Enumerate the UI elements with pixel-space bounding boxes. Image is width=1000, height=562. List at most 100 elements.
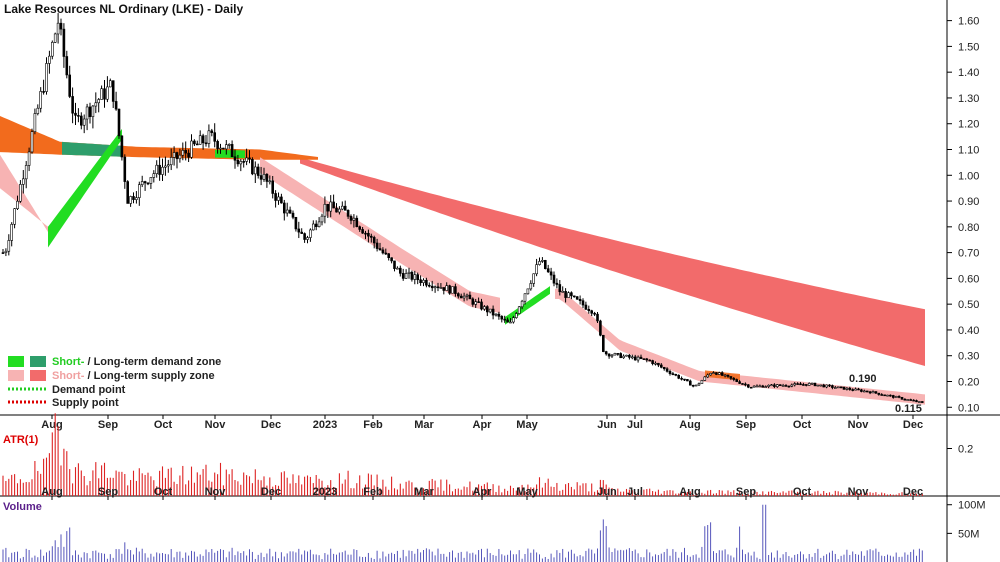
candle-body	[709, 373, 712, 376]
candle-body	[529, 283, 533, 290]
candle-body	[396, 267, 399, 270]
price-tick-label: 0.20	[958, 376, 979, 388]
atr-tick-label: 0.2	[958, 444, 973, 456]
main-date-tick-label: Oct	[793, 419, 812, 431]
volume-tick-label: 50M	[958, 528, 979, 540]
candle-body	[671, 373, 675, 375]
candle-body	[604, 351, 608, 355]
atr-bars	[2, 413, 923, 496]
candle-body	[268, 180, 272, 183]
candle-body	[868, 391, 872, 394]
candle-body	[187, 152, 190, 158]
candle-body	[149, 177, 153, 184]
candle-body	[746, 384, 750, 388]
candle-body	[259, 175, 263, 180]
legend-swatch-long-supply	[30, 370, 46, 381]
legend-supply-point: Supply point	[52, 397, 119, 409]
candle-body	[53, 33, 57, 43]
candle-body	[729, 376, 733, 379]
candle-body	[773, 384, 776, 387]
price-tick-label: 1.60	[958, 16, 979, 28]
candle-body	[439, 287, 443, 289]
candle-body	[456, 293, 460, 297]
candle-body	[686, 379, 689, 382]
candle-body	[680, 377, 683, 380]
candle-body	[204, 142, 208, 145]
candle-body	[143, 181, 147, 184]
candle-body	[500, 316, 504, 320]
candle-body	[483, 306, 486, 310]
candle-body	[630, 356, 634, 359]
legend-supply-zone: Short- / Long-term supply zone	[52, 370, 215, 382]
atr-date-tick-label: Feb	[363, 486, 383, 498]
candle-body	[912, 399, 915, 402]
candle-body	[419, 279, 422, 284]
candle-body	[764, 386, 768, 388]
candle-body	[816, 384, 820, 387]
candle-body	[196, 143, 199, 146]
candle-body	[13, 208, 16, 225]
candle-body	[790, 384, 794, 387]
candle-body	[265, 173, 269, 182]
main-date-tick-label: Aug	[679, 419, 700, 431]
candle-body	[578, 298, 582, 301]
candle-body	[712, 372, 715, 374]
candle-body	[169, 157, 173, 166]
candle-body	[155, 164, 158, 174]
candle-body	[857, 388, 860, 391]
candle-body	[172, 152, 176, 158]
price-tick-label: 1.40	[958, 67, 979, 79]
candle-body	[216, 141, 219, 149]
candle-body	[254, 166, 257, 175]
candle-body	[190, 140, 193, 158]
candle-body	[833, 387, 837, 389]
candle-body	[651, 360, 654, 365]
candle-body	[749, 386, 753, 389]
candle-body	[50, 42, 54, 57]
candle-body	[549, 271, 553, 276]
candle-body	[636, 356, 640, 361]
legend: Short- / Long-term demand zone Short- / …	[8, 356, 221, 409]
candle-body	[642, 358, 646, 360]
candle-body	[311, 223, 315, 231]
price-tick-label: 0.10	[958, 402, 979, 414]
candle-body	[628, 354, 631, 358]
candle-body	[842, 386, 846, 390]
candle-body	[416, 274, 420, 281]
annotation-high: 0.190	[849, 373, 877, 385]
short-term-demand-zone-nov	[215, 149, 245, 159]
candle-body	[274, 193, 277, 201]
candle-body	[784, 385, 788, 387]
candle-body	[193, 140, 196, 145]
candle-body	[781, 385, 785, 387]
candle-body	[799, 383, 802, 386]
annotation-low: 0.115	[895, 403, 922, 415]
main-date-tick-label: Feb	[363, 419, 383, 431]
legend-demand-short: Short-	[52, 356, 85, 368]
candle-body	[599, 320, 602, 336]
candle-body	[387, 253, 391, 258]
candle-body	[697, 383, 701, 386]
candle-body	[512, 317, 515, 323]
price-tick-label: 1.10	[958, 145, 979, 157]
candle-body	[114, 101, 118, 110]
candle-body	[567, 292, 570, 298]
candle-body	[256, 166, 260, 176]
candle-body	[477, 301, 480, 303]
candle-body	[297, 228, 301, 233]
main-date-tick-label: Mar	[414, 419, 434, 431]
atr-date-tick-label: Oct	[154, 486, 173, 498]
candle-body	[393, 260, 396, 269]
candle-body	[375, 242, 379, 249]
candle-body	[613, 353, 617, 356]
candle-body	[825, 384, 828, 388]
candle-body	[48, 55, 51, 64]
candle-body	[744, 383, 747, 386]
candle-body	[897, 396, 901, 398]
candle-body	[33, 113, 37, 132]
candle-body	[555, 282, 559, 285]
candle-body	[227, 144, 231, 146]
candle-body	[596, 313, 599, 322]
candle-body	[355, 217, 359, 227]
